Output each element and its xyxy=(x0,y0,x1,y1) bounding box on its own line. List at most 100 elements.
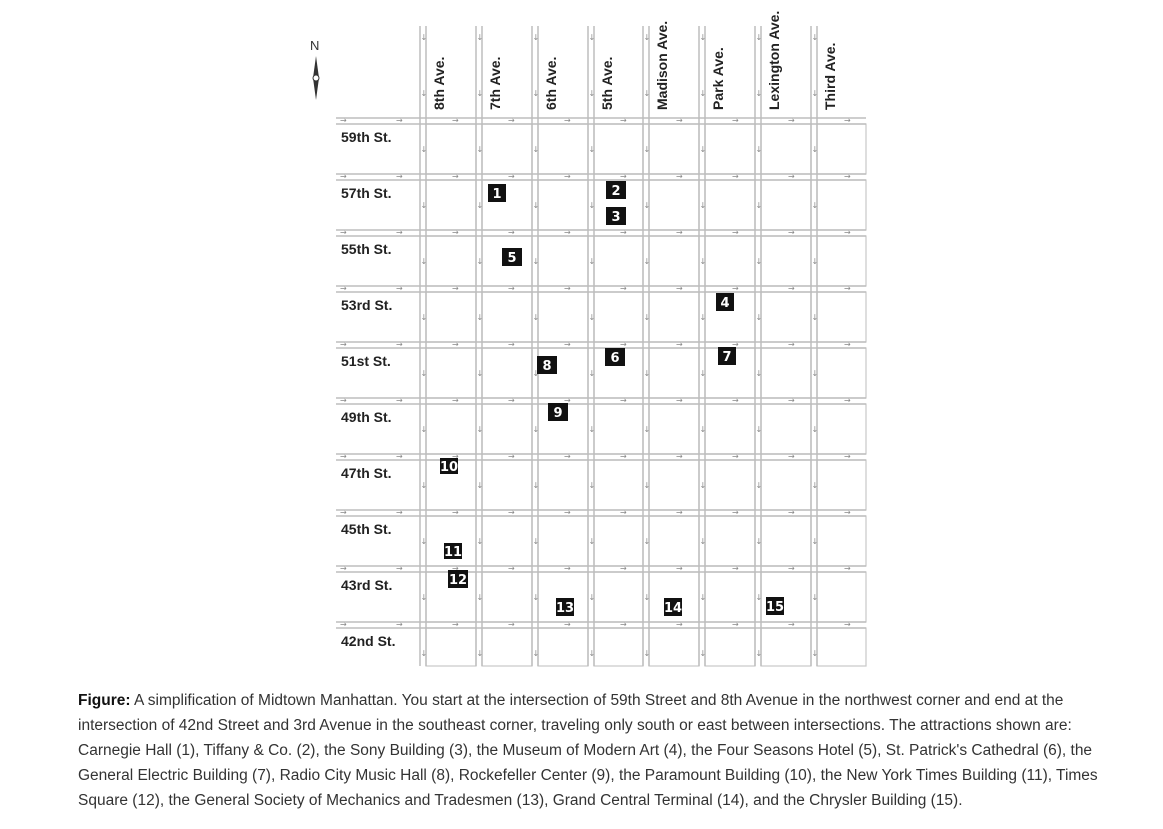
city-block xyxy=(704,571,756,623)
attraction-marker-6: 6 xyxy=(605,348,625,366)
southbound-arrow-icon: ↓ xyxy=(812,425,819,434)
southbound-arrow-icon: ↓ xyxy=(700,33,707,42)
southbound-arrow-icon: ↓ xyxy=(812,649,819,658)
city-block xyxy=(593,291,644,343)
marker-number: 3 xyxy=(611,210,620,225)
southbound-arrow-icon: ↓ xyxy=(644,89,651,98)
southbound-arrow-icon: ↓ xyxy=(421,649,428,658)
city-block xyxy=(704,627,756,667)
southbound-arrow-icon: ↓ xyxy=(644,145,651,154)
southbound-arrow-icon: ↓ xyxy=(700,481,707,490)
southbound-arrow-icon: ↓ xyxy=(421,201,428,210)
eastbound-arrow-icon: → xyxy=(396,228,403,237)
southbound-arrow-icon: ↓ xyxy=(533,257,540,266)
eastbound-arrow-icon: → xyxy=(340,172,347,181)
southbound-arrow-icon: ↓ xyxy=(756,257,763,266)
city-block xyxy=(816,515,867,567)
southbound-arrow-icon: ↓ xyxy=(700,257,707,266)
eastbound-arrow-icon: → xyxy=(676,172,683,181)
marker-box xyxy=(716,293,734,311)
southbound-arrow-icon: ↓ xyxy=(589,369,596,378)
marker-box xyxy=(766,597,784,615)
eastbound-arrow-icon: → xyxy=(396,620,403,629)
avenue-label: Lexington Ave. xyxy=(766,11,782,110)
southbound-arrow-icon: ↓ xyxy=(700,537,707,546)
eastbound-arrow-icon: → xyxy=(396,340,403,349)
city-block xyxy=(537,235,589,287)
attraction-marker-14: 14 xyxy=(664,598,682,616)
marker-box xyxy=(448,570,468,588)
city-block xyxy=(760,459,812,511)
city-block xyxy=(537,459,589,511)
marker-box xyxy=(664,598,682,616)
street-label: 43rd St. xyxy=(341,577,392,593)
city-block xyxy=(816,403,867,455)
city-block xyxy=(481,459,533,511)
eastbound-arrow-icon: → xyxy=(676,228,683,237)
southbound-arrow-icon: ↓ xyxy=(589,89,596,98)
eastbound-arrow-icon: → xyxy=(732,340,739,349)
caption-lead: Figure: xyxy=(78,692,131,709)
southbound-arrow-icon: ↓ xyxy=(644,257,651,266)
eastbound-arrow-icon: → xyxy=(508,396,515,405)
marker-box xyxy=(606,181,626,199)
eastbound-arrow-icon: → xyxy=(452,620,459,629)
eastbound-arrow-icon: → xyxy=(620,452,627,461)
southbound-arrow-icon: ↓ xyxy=(533,593,540,602)
eastbound-arrow-icon: → xyxy=(452,564,459,573)
eastbound-arrow-icon: → xyxy=(732,228,739,237)
eastbound-arrow-icon: → xyxy=(508,284,515,293)
city-block xyxy=(760,291,812,343)
street-label: 57th St. xyxy=(341,185,392,201)
eastbound-arrow-icon: → xyxy=(396,508,403,517)
southbound-arrow-icon: ↓ xyxy=(477,481,484,490)
city-block xyxy=(760,515,812,567)
city-block xyxy=(481,627,533,667)
street-label: 49th St. xyxy=(341,409,392,425)
avenue-label: Madison Ave. xyxy=(654,21,670,110)
city-block xyxy=(704,459,756,511)
city-block xyxy=(425,235,477,287)
city-block xyxy=(425,123,477,175)
city-block xyxy=(425,347,477,399)
eastbound-arrow-icon: → xyxy=(732,284,739,293)
city-block xyxy=(481,571,533,623)
attraction-marker-3: 3 xyxy=(606,207,626,225)
eastbound-arrow-icon: → xyxy=(564,172,571,181)
city-block xyxy=(760,179,812,231)
eastbound-arrow-icon: → xyxy=(564,564,571,573)
southbound-arrow-icon: ↓ xyxy=(756,145,763,154)
city-block xyxy=(593,235,644,287)
city-block xyxy=(593,515,644,567)
city-block xyxy=(816,235,867,287)
city-block xyxy=(648,627,700,667)
city-block xyxy=(648,235,700,287)
southbound-arrow-icon: ↓ xyxy=(589,257,596,266)
eastbound-arrow-icon: → xyxy=(676,284,683,293)
eastbound-arrow-icon: → xyxy=(676,564,683,573)
city-block xyxy=(537,123,589,175)
marker-box xyxy=(502,248,522,266)
eastbound-arrow-icon: → xyxy=(620,620,627,629)
city-block xyxy=(760,403,812,455)
southbound-arrow-icon: ↓ xyxy=(812,369,819,378)
eastbound-arrow-icon: → xyxy=(788,620,795,629)
southbound-arrow-icon: ↓ xyxy=(421,369,428,378)
city-block xyxy=(704,515,756,567)
city-block xyxy=(816,179,867,231)
city-block xyxy=(816,347,867,399)
attraction-marker-11: 11 xyxy=(444,543,462,560)
marker-number: 12 xyxy=(449,573,467,588)
southbound-arrow-icon: ↓ xyxy=(533,145,540,154)
eastbound-arrow-icon: → xyxy=(564,620,571,629)
eastbound-arrow-icon: → xyxy=(788,340,795,349)
southbound-arrow-icon: ↓ xyxy=(812,313,819,322)
southbound-arrow-icon: ↓ xyxy=(812,33,819,42)
eastbound-arrow-icon: → xyxy=(788,172,795,181)
marker-box xyxy=(548,403,568,421)
city-block xyxy=(760,235,812,287)
southbound-arrow-icon: ↓ xyxy=(644,481,651,490)
eastbound-arrow-icon: → xyxy=(620,564,627,573)
eastbound-arrow-icon: → xyxy=(452,508,459,517)
southbound-arrow-icon: ↓ xyxy=(812,537,819,546)
